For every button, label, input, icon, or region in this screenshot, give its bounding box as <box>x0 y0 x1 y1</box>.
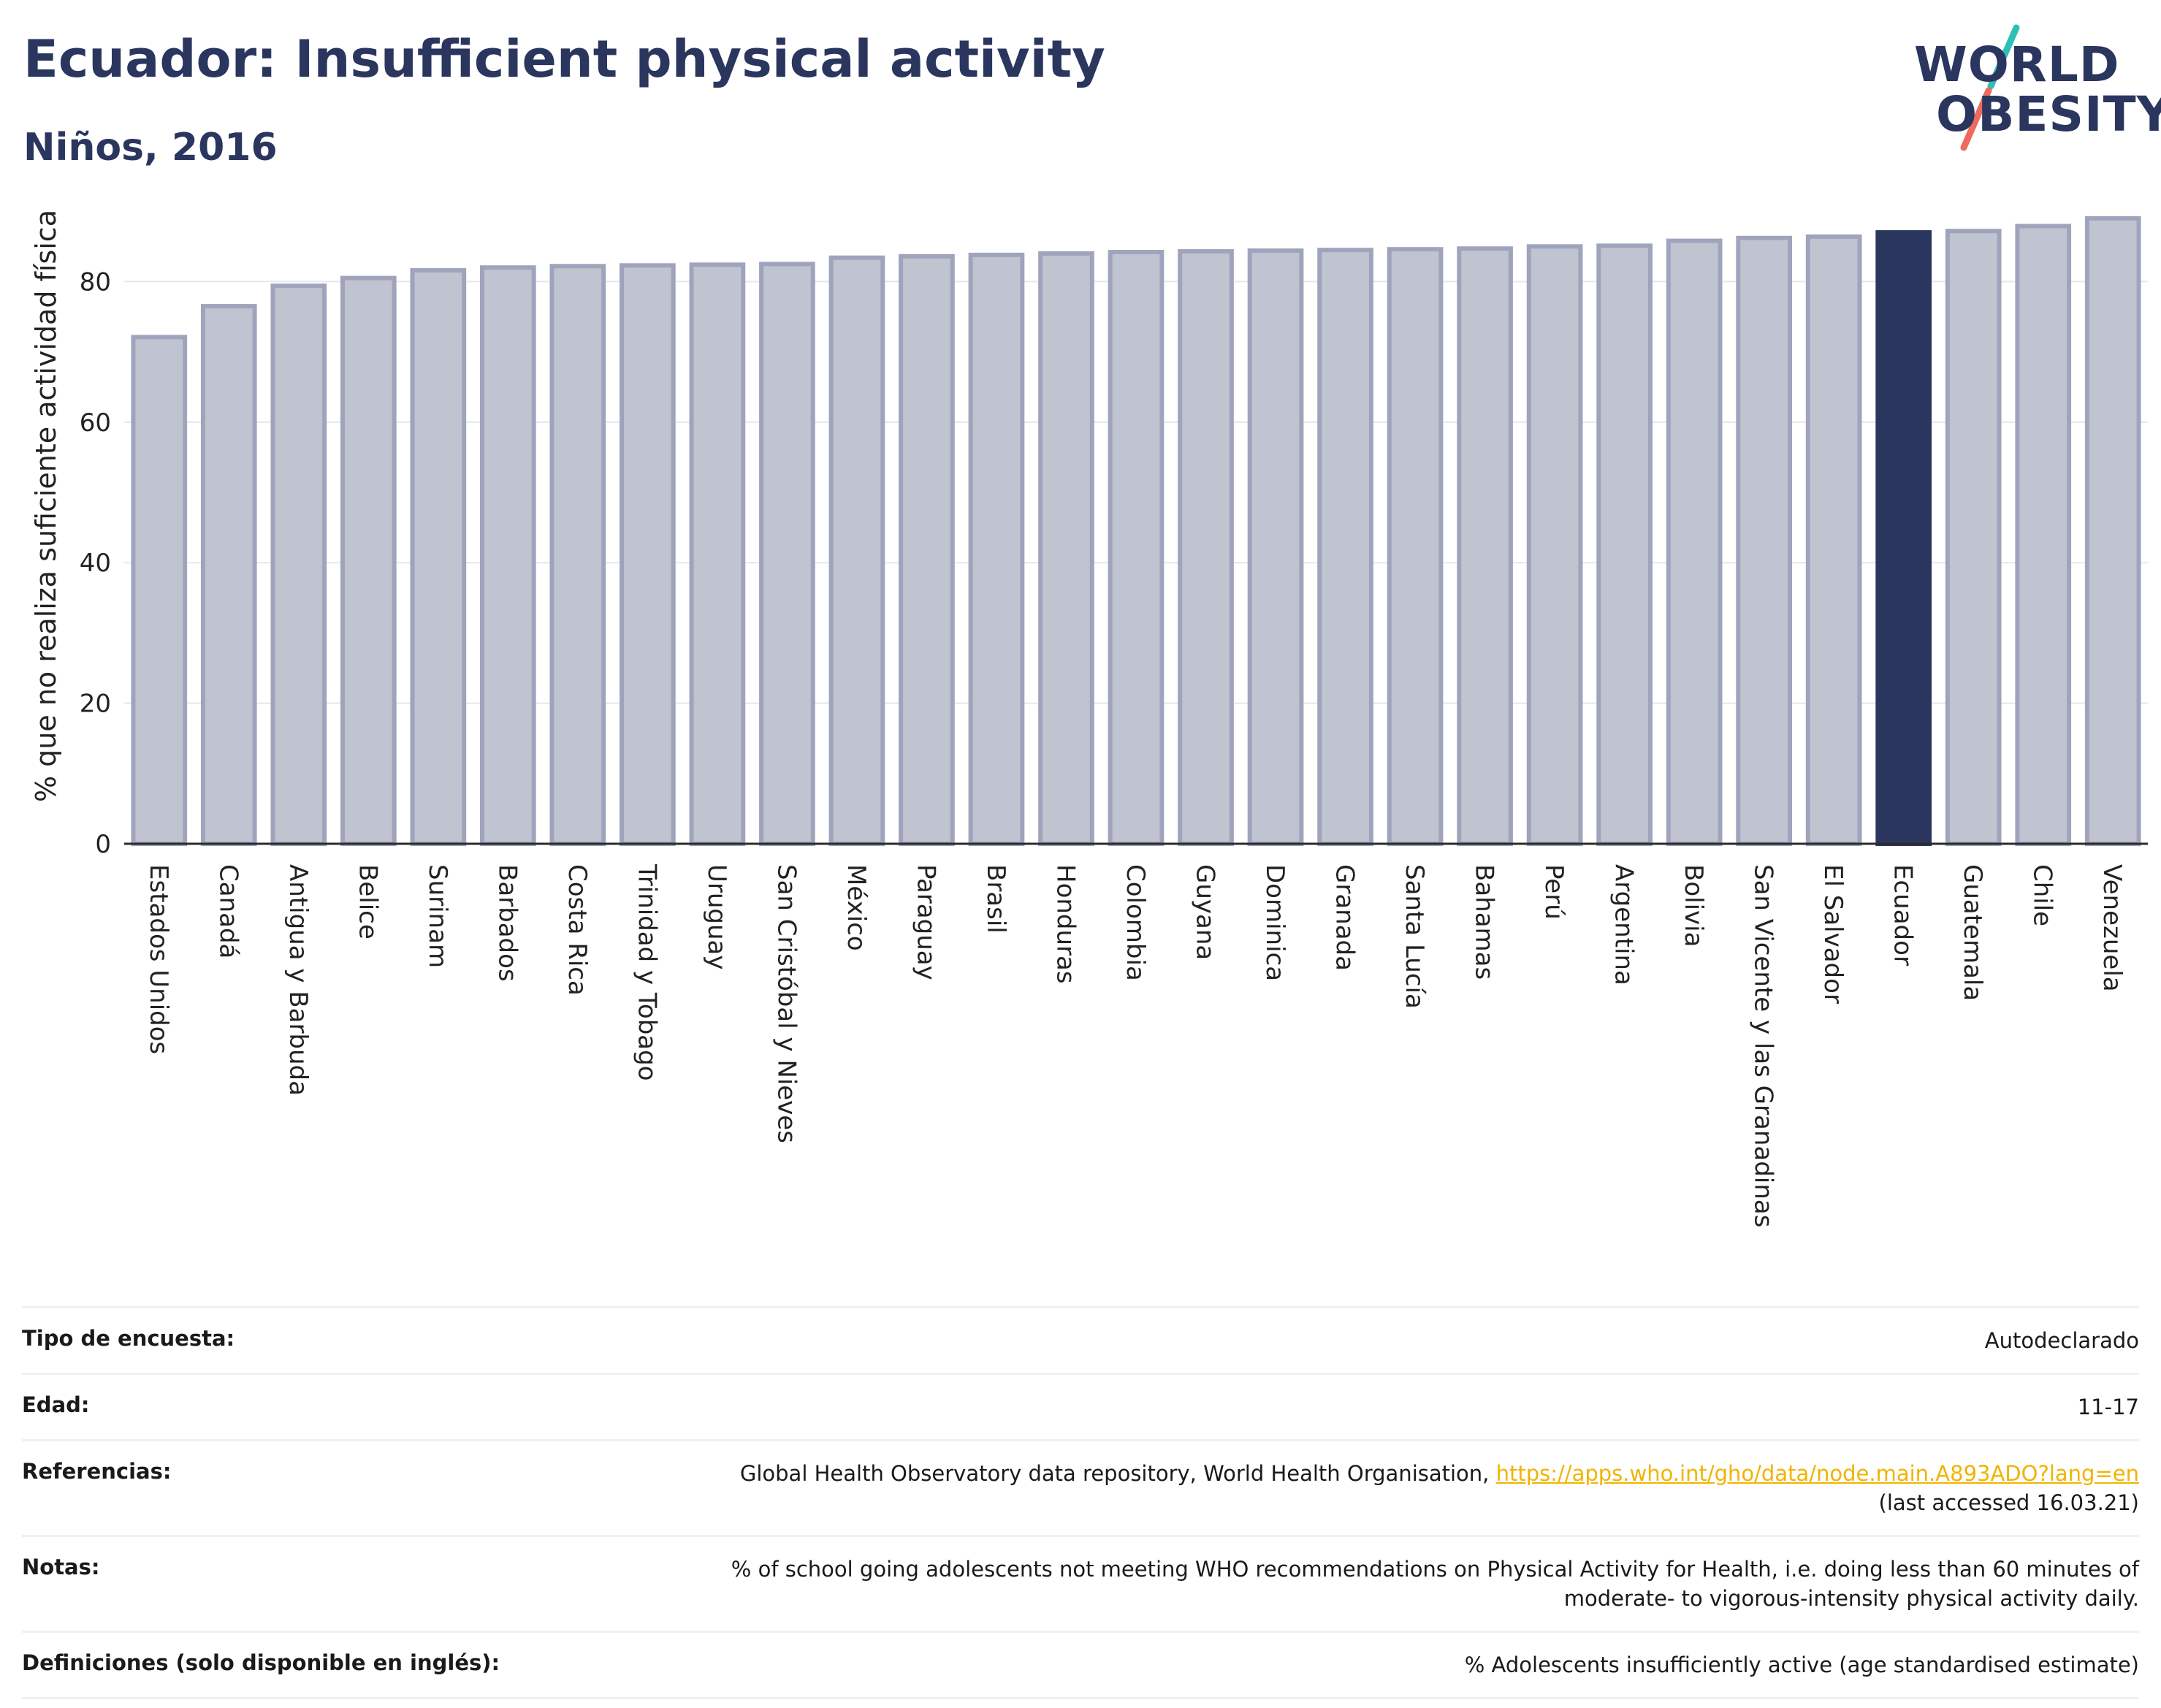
bar-argentina <box>1596 243 1653 846</box>
bar-costa-rica <box>549 264 606 847</box>
x-tick-label: Antigua y Barbuda <box>283 864 313 1096</box>
bar-chile <box>2015 224 2072 846</box>
x-tick-label: Argentina <box>1609 864 1639 985</box>
info-row-references: Referencias: Global Health Observatory d… <box>22 1439 2139 1535</box>
x-tick-label: Bolivia <box>1679 864 1708 947</box>
logo-text-world: WORLD <box>1914 37 2120 93</box>
bar-chart: 0 20 40 60 80 Estados Unidos Canadá Antigua y … <box>30 210 2148 1227</box>
chart-subtitle: Niños, 2016 <box>23 126 278 169</box>
logo-slash-icon <box>1960 24 2020 151</box>
references-value: Global Health Observatory data repositor… <box>740 1459 2139 1517</box>
y-tick-label: 0 <box>95 830 111 859</box>
bar-dominica <box>1247 248 1304 846</box>
references-accessed: (last accessed 16.03.21) <box>1878 1490 2139 1515</box>
x-tick-label: Honduras <box>1051 864 1080 984</box>
x-tick-label: Barbados <box>492 864 522 982</box>
x-tick-label: Bahamas <box>1470 864 1499 980</box>
y-axis: 0 20 40 60 80 <box>80 267 111 859</box>
x-tick-label: Venezuela <box>2097 864 2127 992</box>
references-text: Global Health Observatory data repositor… <box>739 1461 1496 1486</box>
bar-canad- <box>200 304 257 846</box>
x-tick-label: Granada <box>1330 864 1360 971</box>
x-tick-label: Guyana <box>1191 864 1220 960</box>
y-tick-label: 80 <box>80 267 111 297</box>
bar-santa-luc-a <box>1387 247 1444 847</box>
bar-antigua-y-barbuda <box>270 283 327 846</box>
notes-label: Notas: <box>22 1555 100 1579</box>
x-tick-label: San Vicente y las Granadinas <box>1749 864 1778 1227</box>
survey-value: Autodeclarado <box>1984 1328 2139 1353</box>
y-tick-label: 40 <box>80 549 111 578</box>
bar-uruguay <box>689 262 746 846</box>
notes-line-1: % of school going adolescents not meetin… <box>731 1557 2139 1582</box>
chart-title: Ecuador: Insufficient physical activity <box>23 29 1105 89</box>
x-tick-label: Ecuador <box>1889 864 1918 966</box>
x-tick-label: Colombia <box>1121 864 1150 981</box>
x-tick-label: El Salvador <box>1818 864 1848 1004</box>
x-tick-label: México <box>842 864 871 951</box>
info-row-notes: Notas: % of school going adolescents not… <box>22 1535 2139 1631</box>
bar-surinam <box>410 268 467 847</box>
bar-guatemala <box>1945 229 2002 847</box>
bar-venezuela <box>2084 216 2141 846</box>
bar-guyana <box>1178 249 1234 846</box>
notes-value: % of school going adolescents not meetin… <box>731 1555 2139 1613</box>
y-tick-label: 20 <box>80 690 111 719</box>
notes-line-2: moderate- to vigorous-intensity physical… <box>1563 1586 2139 1611</box>
definitions-label: Definiciones (solo disponible en inglés)… <box>22 1650 500 1675</box>
bar-estados-unidos <box>131 335 188 847</box>
x-tick-label: Belice <box>353 864 382 939</box>
info-row-definitions: Definiciones (solo disponible en inglés)… <box>22 1631 2139 1699</box>
bar-colombia <box>1108 250 1165 847</box>
x-tick-label: Trinidad y Tobago <box>632 863 661 1081</box>
survey-label: Tipo de encuesta: <box>22 1326 235 1351</box>
x-tick-label: Costa Rica <box>563 864 592 996</box>
bar-san-vicente-y-las-granadinas <box>1736 235 1792 847</box>
bar-per- <box>1526 244 1583 846</box>
bar-san-crist-bal-y-nieves <box>759 262 815 847</box>
bar-bolivia <box>1666 238 1723 847</box>
logo-text-obesity: OBESITY <box>1936 86 2161 142</box>
y-tick-label: 60 <box>80 408 111 438</box>
info-row-survey: Tipo de encuesta: Autodeclarado <box>22 1306 2139 1373</box>
x-tick-label: Uruguay <box>702 864 731 970</box>
x-tick-label: San Cristóbal y Nieves <box>771 864 801 1143</box>
x-tick-label: Paraguay <box>911 864 940 980</box>
bar-ecuador <box>1875 230 1932 846</box>
world-obesity-logo: WORLD OBESITY <box>1907 22 2161 153</box>
bar-el-salvador <box>1805 234 1862 846</box>
x-tick-label: Estados Unidos <box>144 864 173 1054</box>
x-tick-label: Dominica <box>1260 864 1289 981</box>
x-tick-label: Canadá <box>213 864 243 958</box>
bar-paraguay <box>899 253 955 847</box>
x-tick-label: Chile <box>2028 864 2057 926</box>
definitions-value: % Adolescents insufficiently active (age… <box>1464 1652 2139 1677</box>
age-value: 11-17 <box>2077 1395 2139 1419</box>
x-tick-label: Surinam <box>423 864 452 968</box>
bar-bahamas <box>1457 246 1513 846</box>
age-label: Edad: <box>22 1392 90 1417</box>
references-label: Referencias: <box>22 1459 172 1484</box>
info-table: Tipo de encuesta: Autodeclarado Edad: 11… <box>22 1306 2139 1699</box>
bar-honduras <box>1038 251 1094 846</box>
x-axis: Estados Unidos Canadá Antigua y Barbuda Bel… <box>144 863 2127 1227</box>
x-tick-label: Guatemala <box>1958 864 1987 1001</box>
bar-brasil <box>968 252 1025 846</box>
bar-m-xico <box>828 255 885 846</box>
bars <box>131 216 2141 847</box>
x-tick-label: Santa Lucía <box>1400 864 1429 1009</box>
bar-barbados <box>480 265 536 846</box>
bar-granada <box>1317 248 1373 847</box>
bar-trinidad-y-tobago <box>620 263 676 847</box>
y-axis-label: % que no realiza suficiente actividad fí… <box>30 210 62 802</box>
references-link[interactable]: https://apps.who.int/gho/data/node.main.… <box>1495 1461 2139 1486</box>
info-row-age: Edad: 11-17 <box>22 1373 2139 1439</box>
x-tick-label: Brasil <box>981 864 1010 934</box>
bar-belice <box>340 275 397 846</box>
x-tick-label: Perú <box>1539 864 1569 920</box>
